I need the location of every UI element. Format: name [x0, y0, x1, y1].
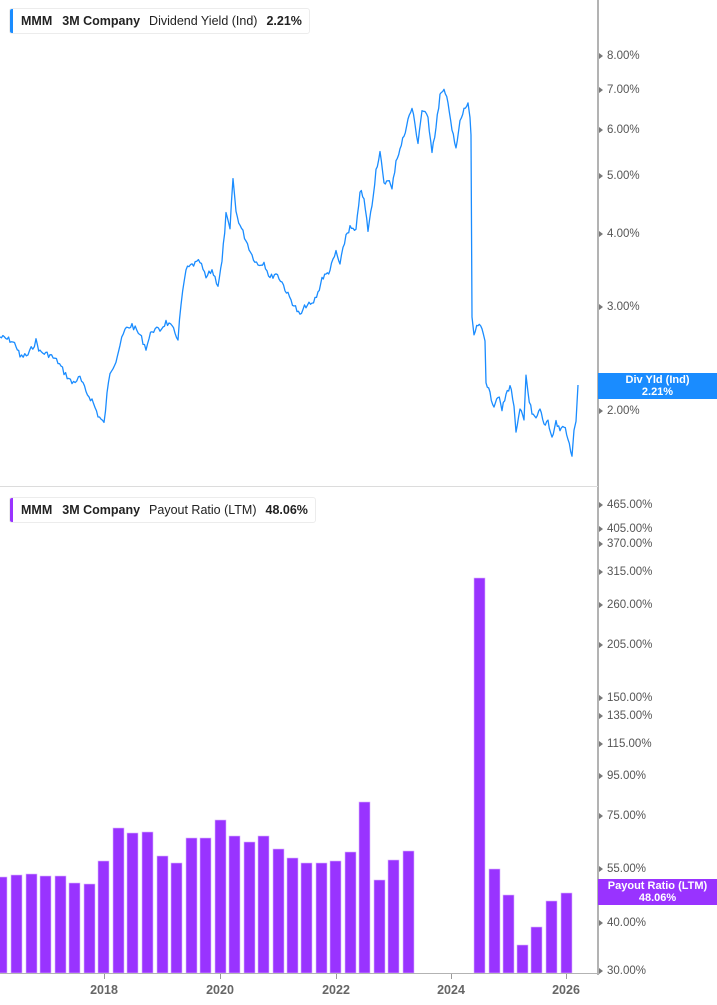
legend-swatch-blue: [10, 9, 13, 33]
y-axis-top: [597, 0, 599, 487]
x-label-2020: 2020: [206, 983, 234, 997]
current-yield-label: Div Yld (Ind): [625, 374, 690, 386]
y-tick: 40.00%: [599, 917, 646, 929]
y-tick: 465.00%: [599, 499, 652, 511]
x-tick-mark: [336, 974, 337, 979]
legend-payout-ratio[interactable]: MMM 3M Company Payout Ratio (LTM) 48.06%: [9, 497, 316, 523]
legend-company: 3M Company: [62, 14, 141, 28]
x-tick-mark: [566, 974, 567, 979]
y-tick: 205.00%: [599, 639, 652, 651]
dividend-yield-line-chart[interactable]: [0, 0, 598, 487]
dividend-yield-panel: MMM 3M Company Dividend Yield (Ind) 2.21…: [0, 0, 717, 487]
x-tick-mark: [451, 974, 452, 979]
y-tick: 5.00%: [599, 170, 640, 182]
y-tick: 135.00%: [599, 710, 652, 722]
current-payout-tag: Payout Ratio (LTM) 48.06%: [598, 879, 717, 905]
y-tick: 8.00%: [599, 50, 640, 62]
x-label-2026: 2026: [552, 983, 580, 997]
y-tick: 6.00%: [599, 124, 640, 136]
y-tick: 260.00%: [599, 599, 652, 611]
legend-metric: Dividend Yield (Ind): [149, 14, 258, 28]
legend-value: 2.21%: [266, 14, 302, 28]
y-tick: 150.00%: [599, 692, 652, 704]
payout-bars: [0, 577, 573, 974]
y-tick: 4.00%: [599, 228, 640, 240]
legend-ticker: MMM: [21, 14, 53, 28]
current-yield-value: 2.21%: [641, 386, 674, 398]
y-tick: 55.00%: [599, 863, 646, 875]
current-payout-value: 48.06%: [638, 892, 677, 904]
legend-ticker: MMM: [21, 503, 53, 517]
x-label-2018: 2018: [90, 983, 118, 997]
legend-company: 3M Company: [62, 503, 141, 517]
current-yield-tag: Div Yld (Ind) 2.21%: [598, 373, 717, 399]
y-tick: 7.00%: [599, 84, 640, 96]
y-tick: 2.00%: [599, 405, 640, 417]
panel-divider[interactable]: [0, 486, 598, 487]
legend-dividend-yield[interactable]: MMM 3M Company Dividend Yield (Ind) 2.21…: [9, 8, 310, 34]
y-tick: 315.00%: [599, 566, 652, 578]
y-tick: 115.00%: [599, 738, 652, 750]
x-label-2024: 2024: [437, 983, 465, 997]
legend-swatch-purple: [10, 498, 13, 522]
current-payout-label: Payout Ratio (LTM): [607, 880, 708, 892]
payout-ratio-bar-chart[interactable]: [0, 0, 598, 1005]
y-tick: 405.00%: [599, 523, 652, 535]
y-tick: 30.00%: [599, 965, 646, 977]
y-axis-bottom: [597, 487, 599, 975]
y-tick: 95.00%: [599, 770, 646, 782]
dividend-yield-line: [0, 88, 579, 457]
x-tick-mark: [220, 974, 221, 979]
x-tick-mark: [104, 974, 105, 979]
x-label-2022: 2022: [322, 983, 350, 997]
legend-value: 48.06%: [265, 503, 308, 517]
y-tick: 3.00%: [599, 301, 640, 313]
x-axis-line: [0, 973, 598, 974]
y-tick: 75.00%: [599, 810, 646, 822]
legend-metric: Payout Ratio (LTM): [149, 503, 257, 517]
y-tick: 370.00%: [599, 538, 652, 550]
